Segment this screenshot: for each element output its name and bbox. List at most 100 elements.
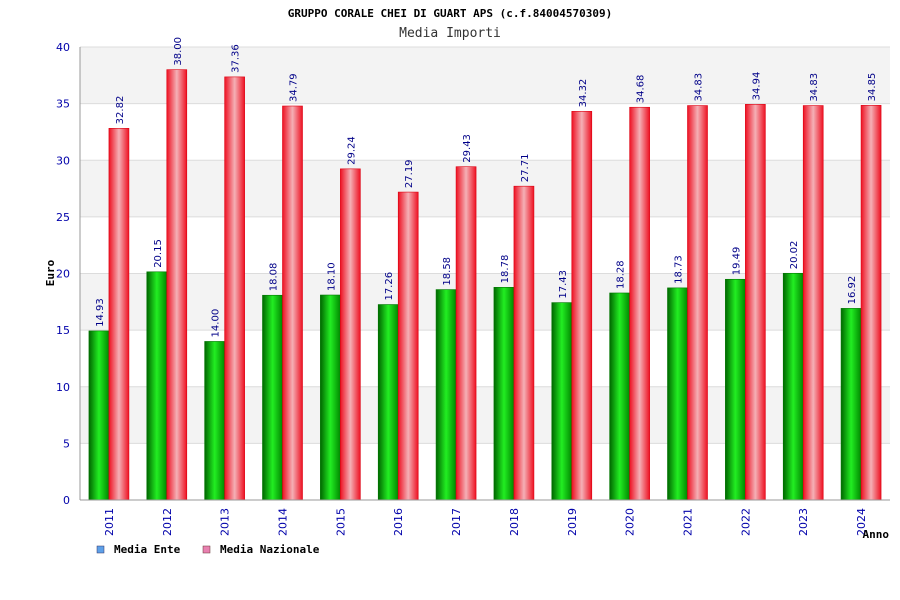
data-label-ente: 17.43 <box>558 270 569 299</box>
data-label-ente: 18.73 <box>674 255 685 284</box>
grid-band <box>80 443 890 500</box>
y-tick-label: 30 <box>56 154 70 167</box>
bar-ente <box>725 278 746 501</box>
data-label-ente: 16.92 <box>847 276 858 305</box>
bar-ente <box>320 294 341 501</box>
x-tick-label: 2011 <box>103 508 116 536</box>
legend: Media Ente Media Nazionale <box>96 543 320 556</box>
data-label-ente: 18.58 <box>442 257 453 286</box>
x-axis-label: Anno <box>863 528 890 541</box>
data-label-nazionale: 34.85 <box>867 73 878 102</box>
x-tick-label: 2020 <box>624 508 637 536</box>
data-label-ente: 20.02 <box>789 241 800 270</box>
x-tick-label: 2018 <box>508 508 521 536</box>
data-label-nazionale: 34.32 <box>578 79 589 108</box>
data-label-ente: 18.78 <box>500 255 511 284</box>
bar-ente <box>551 302 573 501</box>
y-tick-label: 35 <box>56 98 70 111</box>
legend-swatch-nazionale <box>202 545 211 554</box>
bar-nazionale <box>513 185 535 501</box>
chart-subtitle: Media Importi <box>399 26 501 41</box>
data-label-nazionale: 34.83 <box>694 73 705 102</box>
x-tick-label: 2013 <box>219 508 232 536</box>
x-tick-label: 2021 <box>682 508 695 536</box>
bar-ente <box>377 304 399 501</box>
legend-swatch-ente <box>96 545 105 554</box>
data-label-nazionale: 29.43 <box>462 134 473 163</box>
data-label-nazionale: 32.82 <box>115 96 126 125</box>
y-tick-label: 0 <box>63 494 70 507</box>
x-axis-ticks: 2011 2012 2013 2014 2015 2016 2017 2018 2019 2020… <box>103 508 868 536</box>
bar-nazionale <box>224 76 245 501</box>
bar-nazionale <box>571 111 593 501</box>
grid-band <box>80 103 890 161</box>
x-tick-label: 2017 <box>450 508 463 536</box>
bar-ente <box>435 289 457 501</box>
grid-band <box>80 330 890 387</box>
data-label-nazionale: 34.79 <box>289 73 300 102</box>
data-labels-group: 14.93 32.82 20.15 38.00 14.00 37.36 18.08 34.79… <box>95 37 878 337</box>
data-label-ente: 18.08 <box>269 263 280 292</box>
data-label-ente: 18.28 <box>616 260 627 289</box>
grid-band <box>80 386 890 444</box>
grid-band <box>80 47 890 104</box>
bar-ente <box>88 330 110 501</box>
bar-nazionale <box>745 104 766 501</box>
bar-ente <box>840 308 862 501</box>
data-label-nazionale: 34.68 <box>636 75 647 104</box>
y-tick-label: 20 <box>56 268 70 281</box>
bar-nazionale <box>166 69 188 501</box>
data-label-nazionale: 27.71 <box>520 154 531 183</box>
y-axis-label: Euro <box>44 259 57 286</box>
data-label-ente: 20.15 <box>153 239 164 268</box>
data-label-ente: 18.10 <box>326 262 337 291</box>
x-tick-label: 2015 <box>334 508 347 536</box>
x-tick-label: 2019 <box>566 508 579 536</box>
bar-ente <box>204 341 225 501</box>
y-tick-label: 10 <box>56 381 70 394</box>
x-tick-label: 2014 <box>277 508 290 536</box>
y-axis-ticks: 0 5 10 15 20 25 30 35 40 <box>56 41 70 507</box>
data-label-ente: 19.49 <box>731 247 742 276</box>
grid-band <box>80 160 890 217</box>
bar-nazionale <box>860 105 882 501</box>
data-label-nazionale: 27.19 <box>404 159 415 188</box>
bar-nazionale <box>802 105 824 501</box>
bar-ente <box>609 292 630 501</box>
grid-band <box>80 216 890 274</box>
bar-nazionale <box>629 106 650 501</box>
bar-nazionale <box>455 166 477 501</box>
bar-ente <box>146 271 168 501</box>
bar-nazionale <box>108 128 130 501</box>
bar-nazionale <box>340 168 361 501</box>
data-label-ente: 14.93 <box>95 298 106 327</box>
x-tick-label: 2023 <box>797 508 810 536</box>
bar-nazionale <box>282 105 303 501</box>
data-label-nazionale: 38.00 <box>173 37 184 66</box>
x-tick-label: 2024 <box>855 508 868 536</box>
y-tick-label: 15 <box>56 324 70 337</box>
x-tick-label: 2012 <box>161 508 174 536</box>
y-tick-label: 5 <box>63 437 70 450</box>
legend-label-ente: Media Ente <box>114 543 181 556</box>
bar-nazionale <box>687 105 708 501</box>
data-label-nazionale: 29.24 <box>346 136 357 165</box>
y-tick-label: 25 <box>56 211 70 224</box>
bar-ente <box>262 294 283 501</box>
bar-ente <box>667 287 688 501</box>
x-tick-label: 2022 <box>739 508 752 536</box>
chart-title: GRUPPO CORALE CHEI DI GUART APS (c.f.840… <box>288 7 613 20</box>
grid-band <box>80 273 890 331</box>
legend-label-nazionale: Media Nazionale <box>220 543 320 556</box>
data-label-ente: 14.00 <box>211 309 222 338</box>
bar-nazionale <box>397 191 419 501</box>
data-label-nazionale: 34.83 <box>809 73 820 102</box>
x-tick-label: 2016 <box>392 508 405 536</box>
bar-ente <box>493 287 515 501</box>
bar-ente <box>782 272 804 501</box>
data-label-ente: 17.26 <box>384 272 395 301</box>
y-tick-label: 40 <box>56 41 70 54</box>
bars-group <box>88 69 882 501</box>
data-label-nazionale: 34.94 <box>751 72 762 101</box>
